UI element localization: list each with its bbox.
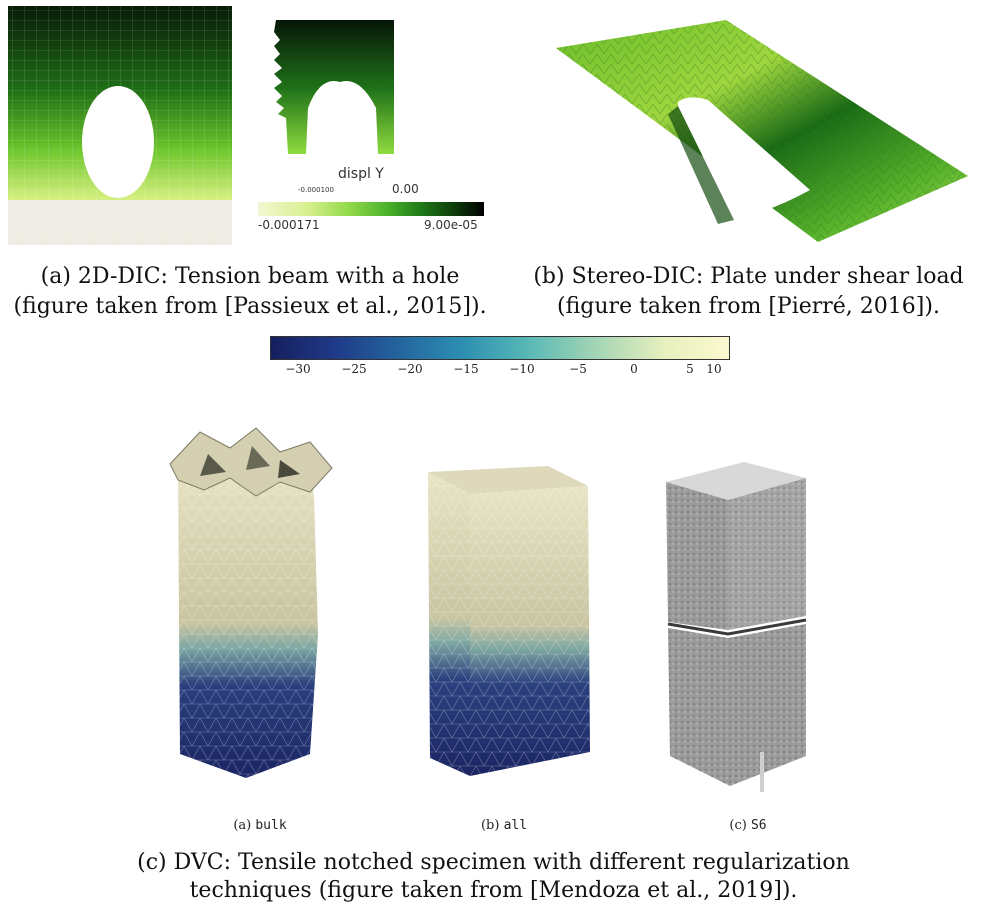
legend-max-label: 9.00e-05 — [424, 218, 478, 232]
caption-a-line1: (a) 2D-DIC: Tension beam with a hole — [40, 264, 460, 289]
caption-b-line1: (b) Stereo-DIC: Plate under shear load — [533, 264, 964, 289]
sublabel-all-name: all — [503, 818, 528, 833]
dvc-colorbar-tick: 0 — [630, 362, 638, 376]
sublabel-s6-name: S6 — [750, 818, 767, 833]
legend-tick-mid: 0.00 — [392, 182, 419, 196]
panel-b-figure — [548, 14, 980, 250]
legend-colorbar — [258, 202, 484, 216]
sublabel-bulk-name: bulk — [255, 818, 287, 833]
dvc-colorbar-tick: 10 — [706, 362, 722, 376]
sublabel-all-prefix: (b) — [480, 818, 500, 833]
panel-a-figure — [0, 0, 260, 250]
caption-c-line1: (c) DVC: Tensile notched specimen with d… — [137, 850, 850, 875]
sublabel-bulk-prefix: (a) — [233, 818, 252, 833]
specimen-bulk-figure — [160, 424, 340, 780]
legend-tick-small: -0.000100 — [298, 186, 334, 194]
sublabel-all: (b) all — [454, 818, 554, 833]
legend-min-label: -0.000171 — [258, 218, 320, 232]
dvc-colorbar — [270, 336, 730, 360]
panel-a-deformed-figure — [268, 18, 398, 158]
caption-c-line2: techniques (figure taken from [Mendoza e… — [189, 878, 798, 903]
specimen-s6-figure — [656, 456, 816, 796]
dvc-colorbar-tick: 5 — [686, 362, 694, 376]
caption-b-line2: (figure taken from [Pierré, 2016]). — [557, 294, 940, 319]
dvc-colorbar-tick: −5 — [569, 362, 587, 376]
specimen-all-figure — [420, 458, 596, 780]
dvc-colorbar-tick: −30 — [285, 362, 311, 376]
dvc-colorbar-tick: −10 — [509, 362, 535, 376]
sublabel-bulk: (a) bulk — [210, 818, 310, 833]
caption-a-line2: (figure taken from [Passieux et al., 201… — [13, 294, 487, 319]
dvc-colorbar-tick: −20 — [397, 362, 423, 376]
sublabel-s6: (c) S6 — [698, 818, 798, 833]
dvc-colorbar-tick: −15 — [453, 362, 479, 376]
dvc-colorbar-tick: −25 — [341, 362, 367, 376]
legend-title: displ Y — [338, 166, 384, 182]
sublabel-s6-prefix: (c) — [729, 818, 747, 833]
